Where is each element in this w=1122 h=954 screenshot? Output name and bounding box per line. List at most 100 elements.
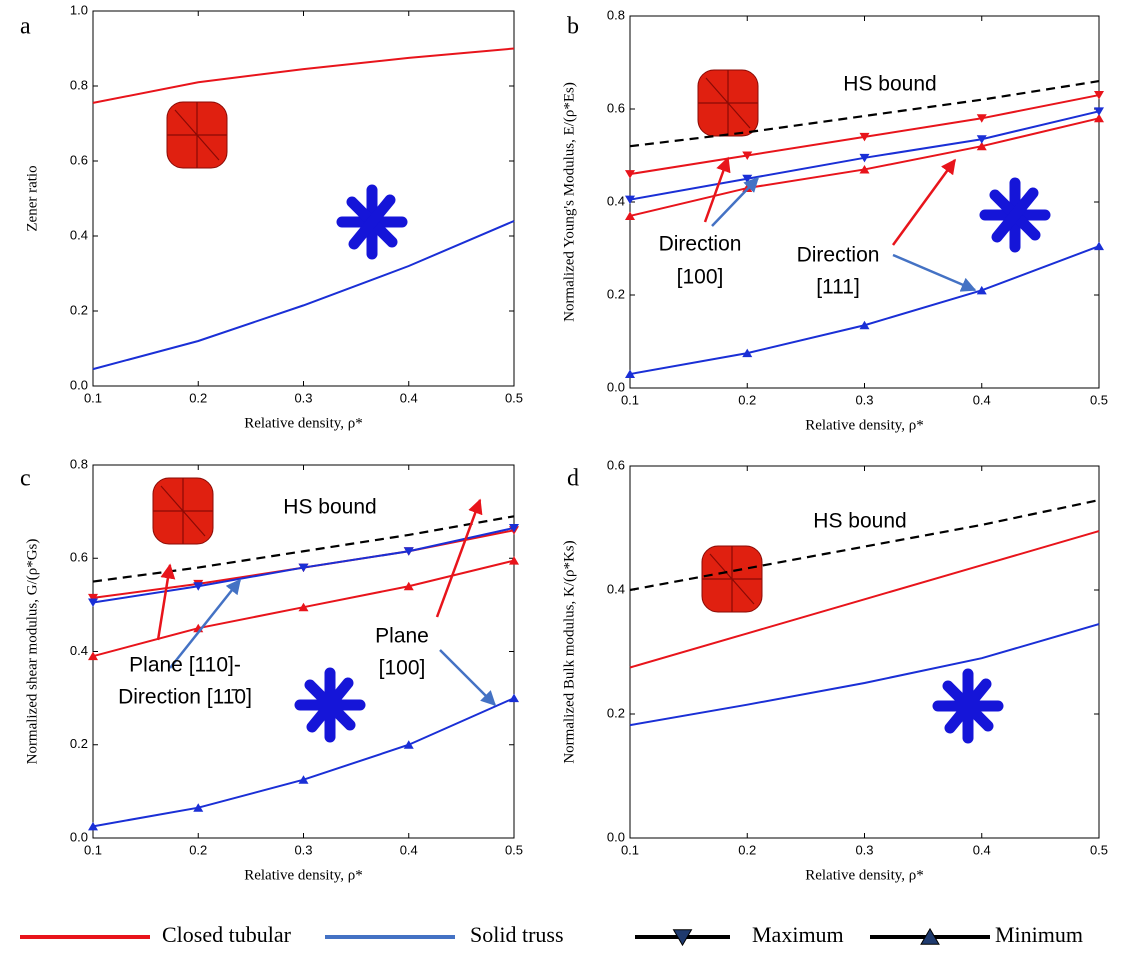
y-tick-label: 0.2 xyxy=(70,736,88,751)
y-axis-title: Zener ratio xyxy=(24,165,40,231)
solid-truss-icon xyxy=(294,667,366,743)
x-tick-label: 0.2 xyxy=(189,390,207,405)
icon-shape xyxy=(153,478,213,544)
data-marker xyxy=(509,523,519,533)
series-line xyxy=(629,623,1100,727)
icon-shape xyxy=(698,70,758,136)
data-marker xyxy=(298,775,309,784)
legend-marker xyxy=(920,927,940,945)
data-marker xyxy=(976,135,987,144)
data-marker xyxy=(976,114,987,123)
x-tick-label: 0.4 xyxy=(973,392,991,407)
x-axis-title: Relative density, ρ* xyxy=(805,417,924,433)
data-marker xyxy=(976,141,987,151)
arrow xyxy=(439,649,497,707)
series-line xyxy=(629,80,1100,148)
y-tick-label: 0.6 xyxy=(607,457,625,472)
x-tick-label: 0.5 xyxy=(505,842,523,857)
x-axis-title: Relative density, ρ* xyxy=(244,867,363,883)
panel-label: c xyxy=(20,466,31,492)
data-marker xyxy=(625,195,635,205)
arrow xyxy=(891,158,957,246)
annotation: HS bound xyxy=(283,496,376,519)
plot-frame xyxy=(92,10,515,387)
legend-marker xyxy=(672,929,693,947)
x-tick-label: 0.2 xyxy=(738,392,756,407)
y-axis-title: Normalized Young's Modulus, E/(ρ*Es) xyxy=(561,82,577,322)
y-tick-label: 0.4 xyxy=(70,643,88,658)
data-marker xyxy=(88,651,98,661)
solid-truss-icon xyxy=(336,184,408,260)
arrow xyxy=(892,253,977,292)
series-line xyxy=(92,697,515,828)
data-marker xyxy=(193,582,204,591)
annotation: Direction xyxy=(797,244,880,267)
arrow xyxy=(169,578,241,669)
annotation: Direction xyxy=(659,233,742,256)
panel-label: d xyxy=(567,466,579,492)
data-marker xyxy=(859,164,870,174)
annotation: Plane xyxy=(375,625,429,648)
closed-tubular-icon xyxy=(152,477,214,545)
data-marker xyxy=(193,803,204,812)
x-axis-title: Relative density, ρ* xyxy=(805,867,924,883)
arrow xyxy=(703,156,731,223)
annotation: [111] xyxy=(816,276,860,299)
data-marker xyxy=(625,170,635,179)
x-tick-label: 0.1 xyxy=(84,390,102,405)
y-tick-label: 0.0 xyxy=(607,379,625,394)
data-marker xyxy=(403,740,414,749)
y-tick-label: 0.8 xyxy=(70,456,88,471)
annotation: [100] xyxy=(677,266,724,289)
icon-shape xyxy=(348,194,396,250)
data-marker xyxy=(859,320,870,330)
data-marker xyxy=(625,369,635,379)
x-tick-label: 0.5 xyxy=(1090,842,1108,857)
arrow xyxy=(435,498,483,618)
y-tick-label: 0.4 xyxy=(607,193,625,208)
y-axis-title: Normalized Bulk modulus, K/(ρ*Ks) xyxy=(561,540,577,763)
data-marker xyxy=(509,556,519,565)
series-line xyxy=(92,220,515,371)
panel-label: b xyxy=(567,14,579,40)
annotation: HS bound xyxy=(843,73,936,96)
legend-label: Minimum xyxy=(995,922,1083,947)
series-line xyxy=(92,515,515,583)
data-marker xyxy=(509,693,519,703)
x-tick-label: 0.3 xyxy=(855,392,873,407)
annotation: Plane [110]- xyxy=(129,654,241,677)
y-tick-label: 0.4 xyxy=(607,581,625,596)
annotation: Direction [11̄0] xyxy=(118,686,252,709)
y-tick-label: 0.6 xyxy=(607,100,625,115)
y-tick-label: 0.4 xyxy=(70,227,88,242)
series-line xyxy=(92,47,515,104)
y-tick-label: 0.6 xyxy=(70,152,88,167)
y-axis-title: Normalized shear modulus, G/(ρ*Gs) xyxy=(24,539,40,765)
x-tick-label: 0.1 xyxy=(84,842,102,857)
data-marker xyxy=(742,348,753,358)
data-marker xyxy=(88,598,98,608)
icon-shape xyxy=(702,546,762,612)
series-line xyxy=(629,530,1100,669)
annotation: [100] xyxy=(379,657,426,680)
x-tick-label: 0.5 xyxy=(1090,392,1108,407)
icon-shape xyxy=(991,187,1039,243)
x-tick-label: 0.2 xyxy=(189,842,207,857)
x-axis-title: Relative density, ρ* xyxy=(244,415,363,431)
data-marker xyxy=(625,211,635,220)
data-marker xyxy=(742,151,753,160)
panel-label: a xyxy=(20,14,31,40)
y-tick-label: 0.0 xyxy=(70,829,88,844)
x-tick-label: 0.5 xyxy=(505,390,523,405)
data-marker xyxy=(298,563,309,573)
icon-shape xyxy=(167,102,227,168)
y-tick-label: 0.0 xyxy=(607,829,625,844)
data-marker xyxy=(88,593,98,603)
closed-tubular-icon xyxy=(701,545,763,613)
x-tick-label: 0.1 xyxy=(621,842,639,857)
y-tick-label: 1.0 xyxy=(70,2,88,17)
data-marker xyxy=(1094,91,1104,100)
arrow xyxy=(156,563,176,641)
solid-truss-icon xyxy=(979,177,1051,253)
data-marker xyxy=(1094,113,1104,123)
